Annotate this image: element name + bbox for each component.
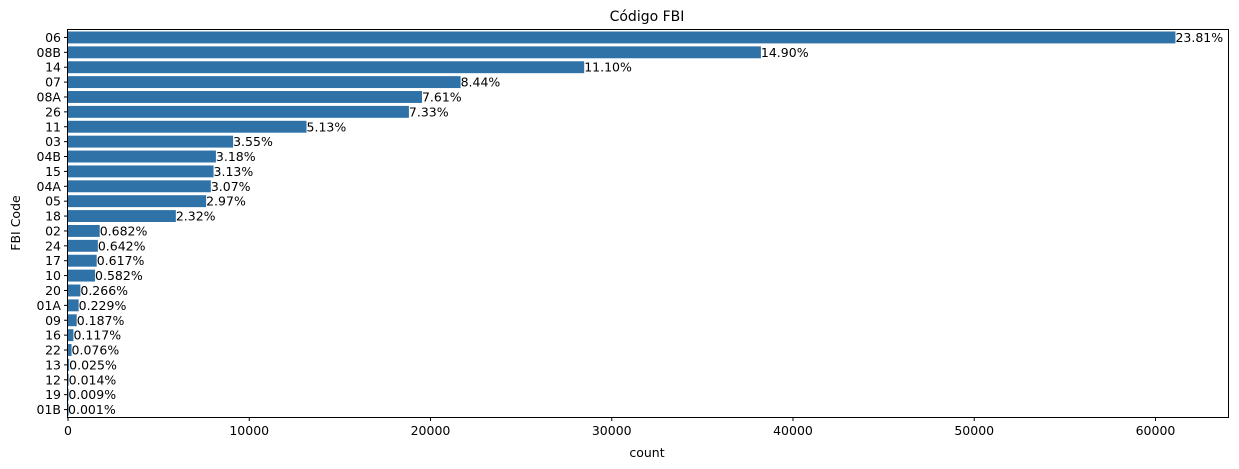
data-label: 14.90% bbox=[761, 45, 809, 60]
x-tick-label: 40000 bbox=[773, 423, 813, 438]
y-tick-label: 17 bbox=[45, 253, 61, 268]
y-tick-label: 13 bbox=[45, 357, 61, 372]
bar-15 bbox=[68, 165, 214, 178]
bar-11 bbox=[68, 120, 307, 133]
data-label: 0.617% bbox=[97, 253, 145, 268]
x-tick-label: 0 bbox=[64, 423, 72, 438]
y-tick-label: 26 bbox=[45, 104, 61, 119]
x-tick-label: 20000 bbox=[411, 423, 451, 438]
bar-12 bbox=[68, 373, 69, 386]
bar-04B bbox=[68, 150, 216, 163]
data-label: 0.076% bbox=[72, 343, 120, 358]
bar-03 bbox=[68, 135, 234, 148]
y-tick-label: 05 bbox=[45, 194, 61, 209]
data-label: 7.61% bbox=[422, 89, 462, 104]
y-tick-label: 08B bbox=[37, 45, 61, 60]
y-tick-label: 15 bbox=[45, 164, 61, 179]
bar-20 bbox=[68, 284, 81, 297]
data-label: 7.33% bbox=[409, 104, 449, 119]
bars-layer bbox=[68, 31, 1176, 416]
y-tick-label: 09 bbox=[45, 313, 61, 328]
data-labels: 23.81% 14.90% 11.10% 8.44%7.61%7.33% 5.13% 3.… bbox=[68, 30, 1223, 417]
y-tick-label: 22 bbox=[45, 343, 61, 358]
x-axis-label: count bbox=[629, 445, 664, 460]
y-tick-label: 03 bbox=[45, 134, 61, 149]
y-tick-label: 10 bbox=[45, 268, 61, 283]
y-tick-label: 24 bbox=[45, 238, 61, 253]
data-label: 3.18% bbox=[216, 149, 256, 164]
y-tick-label: 20 bbox=[45, 283, 61, 298]
bar-24 bbox=[68, 239, 98, 252]
data-label: 2.97% bbox=[206, 194, 246, 209]
bar-26 bbox=[68, 105, 409, 118]
data-label: 11.10% bbox=[584, 60, 632, 75]
y-tick-label: 18 bbox=[45, 209, 61, 224]
bar-08B bbox=[68, 46, 761, 59]
y-tick-label: 06 bbox=[45, 30, 61, 45]
y-tick-label: 04B bbox=[37, 149, 61, 164]
bar-13 bbox=[68, 358, 70, 371]
data-label: 0.229% bbox=[79, 298, 127, 313]
bar-19 bbox=[68, 388, 69, 401]
y-tick-label: 08A bbox=[37, 89, 62, 104]
y-tick-label: 19 bbox=[45, 387, 61, 402]
bar-05 bbox=[68, 195, 207, 208]
bar-14 bbox=[68, 61, 585, 74]
data-label: 3.07% bbox=[211, 179, 251, 194]
x-axis-ticks: 0 10000 20000 30000 40000 50000 60000 bbox=[64, 417, 1175, 438]
y-axis-label: FBI Code bbox=[8, 195, 23, 251]
data-label: 8.44% bbox=[461, 75, 501, 90]
y-tick-label: 01B bbox=[37, 402, 61, 417]
y-tick-labels: 0608B140708A26110304B1504A05180224171020… bbox=[37, 30, 68, 417]
data-label: 0.025% bbox=[69, 357, 117, 372]
y-tick-label: 04A bbox=[37, 179, 62, 194]
bar-01B bbox=[68, 403, 69, 416]
bar-02 bbox=[68, 224, 100, 237]
data-label: 0.266% bbox=[80, 283, 128, 298]
data-label: 0.117% bbox=[73, 328, 121, 343]
data-label: 0.682% bbox=[100, 223, 148, 238]
bar-16 bbox=[68, 329, 74, 342]
bar-01A bbox=[68, 299, 79, 312]
bar-10 bbox=[68, 269, 96, 282]
y-tick-label: 07 bbox=[45, 75, 61, 90]
data-label: 0.582% bbox=[95, 268, 143, 283]
bar-04A bbox=[68, 180, 211, 193]
y-tick-label: 12 bbox=[45, 372, 61, 387]
bar-17 bbox=[68, 254, 97, 267]
bar-22 bbox=[68, 344, 72, 356]
data-label: 3.13% bbox=[214, 164, 254, 179]
bar-06 bbox=[68, 31, 1176, 44]
data-label: 0.009% bbox=[68, 387, 116, 402]
x-tick-label: 60000 bbox=[1136, 423, 1176, 438]
y-tick-label: 02 bbox=[45, 223, 61, 238]
x-tick-label: 50000 bbox=[954, 423, 994, 438]
chart-title: Código FBI bbox=[610, 9, 685, 25]
data-label: 2.32% bbox=[176, 209, 216, 224]
data-label: 0.001% bbox=[68, 402, 116, 417]
x-tick-label: 10000 bbox=[229, 423, 269, 438]
data-label: 0.642% bbox=[98, 238, 146, 253]
data-label: 5.13% bbox=[307, 119, 347, 134]
y-tick-label: 14 bbox=[45, 60, 61, 75]
bar-07 bbox=[68, 76, 461, 89]
bar-08A bbox=[68, 91, 422, 103]
bar-09 bbox=[68, 314, 77, 327]
x-tick-label: 30000 bbox=[592, 423, 632, 438]
plot-frame bbox=[67, 29, 1229, 418]
data-label: 0.014% bbox=[69, 372, 117, 387]
data-label: 0.187% bbox=[77, 313, 125, 328]
y-tick-label: 16 bbox=[45, 328, 61, 343]
data-label: 3.55% bbox=[233, 134, 273, 149]
y-tick-label: 11 bbox=[45, 119, 61, 134]
bar-18 bbox=[68, 210, 176, 223]
data-label: 23.81% bbox=[1175, 30, 1223, 45]
y-tick-label: 01A bbox=[37, 298, 62, 313]
